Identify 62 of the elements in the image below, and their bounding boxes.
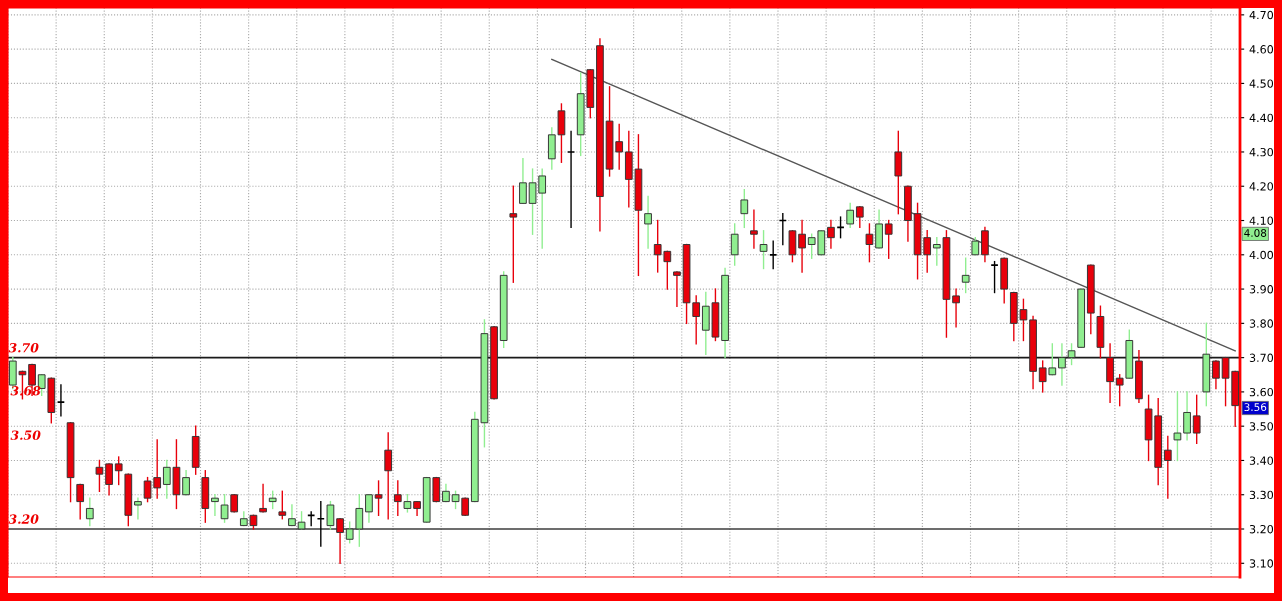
y-tick-label: 3.20 bbox=[1249, 524, 1274, 534]
y-tick-label: 4.30 bbox=[1249, 147, 1274, 157]
y-tick-label: 3.90 bbox=[1249, 285, 1274, 294]
candlestick bbox=[1067, 343, 1076, 366]
y-tick-label: 4.20 bbox=[1249, 182, 1274, 191]
y-tick-label: 3.10 bbox=[1249, 559, 1274, 568]
candlestick bbox=[278, 490, 287, 520]
y-tick-label: 3.50 bbox=[1249, 422, 1274, 431]
candlestick bbox=[1192, 394, 1201, 445]
y-tick-label: 3.80 bbox=[1249, 319, 1274, 328]
candlestick bbox=[105, 463, 113, 496]
candlestick bbox=[884, 219, 893, 259]
candlestick bbox=[875, 209, 883, 249]
text: 4.08 bbox=[1244, 229, 1267, 237]
y-tick-label: 4.60 bbox=[1249, 45, 1274, 54]
candlestick bbox=[509, 185, 518, 283]
candlestick bbox=[750, 209, 758, 249]
y-tick-label: 4.10 bbox=[1249, 216, 1274, 225]
candlestick bbox=[134, 497, 142, 520]
candlestick bbox=[288, 504, 296, 527]
candlestick bbox=[644, 195, 652, 249]
candlestick bbox=[182, 470, 190, 496]
candlestick bbox=[961, 257, 970, 294]
candlestick bbox=[846, 202, 855, 229]
candlestick bbox=[798, 219, 806, 273]
candlestick bbox=[1173, 391, 1182, 462]
y-tick-label: 4.50 bbox=[1249, 79, 1274, 88]
candlestick bbox=[1163, 435, 1172, 499]
candlestick bbox=[759, 230, 768, 270]
candlestick bbox=[211, 494, 219, 516]
candlestick bbox=[827, 219, 835, 249]
y-tick-label: 3.70 bbox=[1249, 353, 1274, 363]
candlestick bbox=[1106, 343, 1114, 403]
annotation: 3.50 bbox=[10, 430, 41, 440]
candlestick bbox=[1183, 391, 1191, 441]
candlestick bbox=[730, 223, 739, 266]
candlestick bbox=[76, 483, 85, 520]
candlestick bbox=[519, 158, 527, 205]
y-tick-label: 3.60 bbox=[1249, 387, 1274, 397]
candlestick bbox=[865, 223, 874, 263]
candlestick bbox=[673, 271, 681, 307]
candlestick bbox=[114, 456, 123, 486]
candlestick bbox=[365, 494, 373, 523]
y-tick-label: 4.00 bbox=[1249, 250, 1274, 260]
candlestick bbox=[1058, 343, 1066, 386]
y-tick-label: 3.40 bbox=[1249, 456, 1274, 465]
y-tick-label: 4.40 bbox=[1249, 113, 1274, 123]
candlestick bbox=[855, 206, 864, 229]
candlestick bbox=[374, 480, 383, 516]
candlestick bbox=[384, 432, 393, 520]
candlestick bbox=[894, 130, 903, 215]
y-tick-label: 3.30 bbox=[1249, 490, 1274, 500]
candlestick bbox=[1212, 360, 1220, 390]
text: 3.56 bbox=[1244, 403, 1267, 412]
candlestick bbox=[740, 188, 749, 229]
candlestick bbox=[788, 230, 797, 263]
candlestick bbox=[85, 497, 94, 527]
candlestick bbox=[95, 459, 104, 493]
candlestick bbox=[981, 226, 989, 263]
candlestick bbox=[259, 483, 267, 513]
y-tick-label: 4.70 bbox=[1249, 10, 1274, 20]
candlestick bbox=[952, 288, 960, 328]
